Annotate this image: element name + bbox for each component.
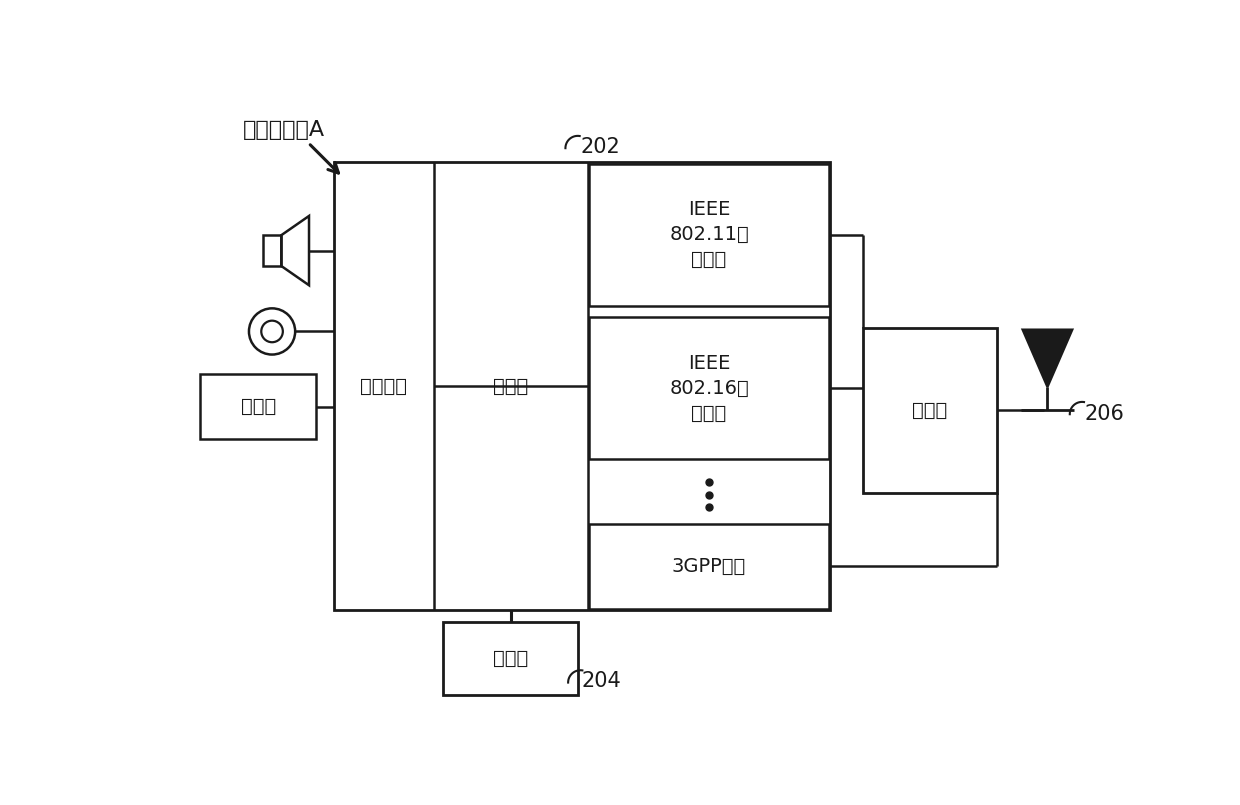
Text: 存储器: 存储器 bbox=[494, 649, 528, 668]
Text: 显示器: 显示器 bbox=[241, 397, 275, 416]
Polygon shape bbox=[1023, 329, 1073, 387]
Text: 206: 206 bbox=[1085, 404, 1125, 424]
Bar bbox=[589, 163, 828, 306]
Text: 处理器: 处理器 bbox=[494, 377, 528, 395]
Bar bbox=[444, 621, 578, 695]
Text: 耦合器: 耦合器 bbox=[913, 401, 947, 420]
Text: 3GPP接口: 3GPP接口 bbox=[672, 557, 746, 576]
Bar bbox=[863, 328, 997, 493]
Bar bbox=[201, 374, 316, 440]
Text: 202: 202 bbox=[580, 137, 620, 157]
Text: IEEE
802.11网
络接口: IEEE 802.11网 络接口 bbox=[670, 200, 749, 270]
Text: IEEE
802.16网
络接口: IEEE 802.16网 络接口 bbox=[670, 353, 749, 423]
Bar bbox=[589, 524, 828, 609]
Bar bbox=[334, 162, 831, 610]
Text: 用户接口: 用户接口 bbox=[360, 377, 407, 395]
Text: 204: 204 bbox=[582, 671, 621, 691]
Bar bbox=[589, 317, 828, 460]
Text: 计算机终端A: 计算机终端A bbox=[243, 120, 325, 140]
Bar bbox=[263, 235, 281, 266]
